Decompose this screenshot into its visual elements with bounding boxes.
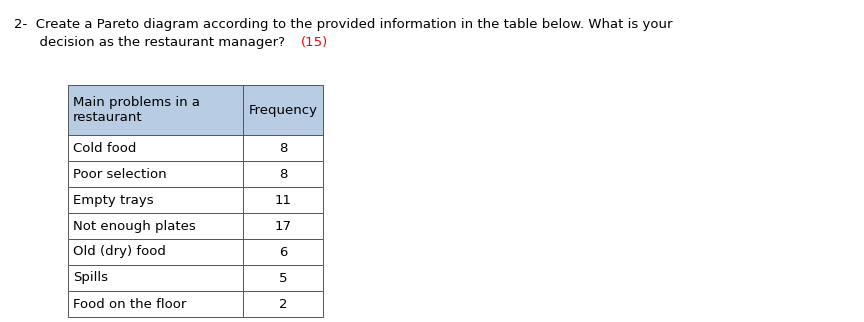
Bar <box>243 239 323 265</box>
Text: 8: 8 <box>279 167 287 181</box>
Bar <box>68 85 243 135</box>
Text: 11: 11 <box>275 194 291 206</box>
Text: 6: 6 <box>279 245 287 259</box>
Bar <box>243 291 323 317</box>
Text: Not enough plates: Not enough plates <box>73 220 196 232</box>
Bar <box>68 291 243 317</box>
Text: Cold food: Cold food <box>73 141 137 155</box>
Text: Food on the floor: Food on the floor <box>73 298 187 310</box>
Bar <box>243 213 323 239</box>
Bar <box>68 161 243 187</box>
Text: Old (dry) food: Old (dry) food <box>73 245 166 259</box>
Text: 8: 8 <box>279 141 287 155</box>
Text: 2-  Create a Pareto diagram according to the provided information in the table b: 2- Create a Pareto diagram according to … <box>14 18 672 31</box>
Bar <box>243 85 323 135</box>
Text: Spills: Spills <box>73 271 108 285</box>
Text: Poor selection: Poor selection <box>73 167 167 181</box>
Text: 17: 17 <box>275 220 291 232</box>
Bar <box>243 187 323 213</box>
Bar <box>68 187 243 213</box>
Bar <box>243 161 323 187</box>
Bar <box>243 135 323 161</box>
Text: decision as the restaurant manager?: decision as the restaurant manager? <box>14 36 289 49</box>
Bar <box>68 135 243 161</box>
Text: Frequency: Frequency <box>249 103 317 117</box>
Text: 5: 5 <box>279 271 287 285</box>
Bar <box>243 265 323 291</box>
Text: Main problems in a
restaurant: Main problems in a restaurant <box>73 96 200 124</box>
Text: 2: 2 <box>279 298 287 310</box>
Text: (15): (15) <box>301 36 328 49</box>
Text: Empty trays: Empty trays <box>73 194 154 206</box>
Bar <box>68 213 243 239</box>
Bar <box>68 239 243 265</box>
Bar <box>68 265 243 291</box>
